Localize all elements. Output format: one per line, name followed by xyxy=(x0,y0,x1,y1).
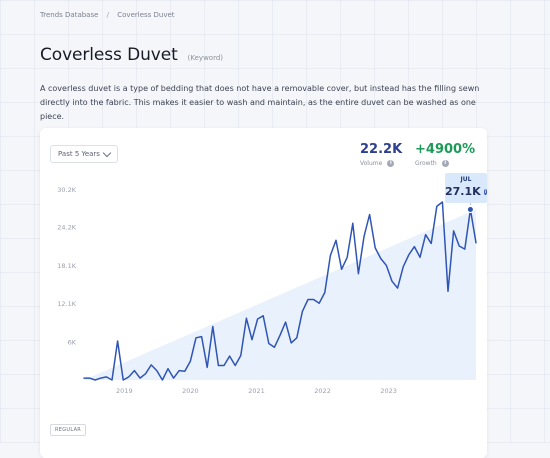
breadcrumb-root-link[interactable]: Trends Database xyxy=(40,11,99,19)
info-icon[interactable]: i xyxy=(441,160,449,167)
volume-metric: 22.2K Volume i xyxy=(360,142,402,167)
y-tick-label: 6K xyxy=(68,338,77,346)
tooltip-month: JUL xyxy=(460,176,472,183)
breadcrumb-current: Coverless Duvet xyxy=(117,11,175,19)
y-tick-label: 30.2K xyxy=(57,186,76,194)
volume-value: 22.2K xyxy=(360,142,403,157)
info-icon[interactable]: i xyxy=(483,188,487,195)
trend-line-chart: 30.2K 24.2K 18.1K 12.1K 6K 2019 2020 2021 2022 20… xyxy=(57,186,477,395)
chart-type-badge[interactable]: REGULAR xyxy=(50,424,87,436)
x-tick-label: 2021 xyxy=(248,387,265,395)
breadcrumb: Trends Database / Coverless Duvet xyxy=(40,11,175,19)
period-dropdown[interactable]: Past 5 Years xyxy=(50,145,118,163)
y-tick-label: 18.1K xyxy=(57,262,76,270)
y-tick-label: 24.2K xyxy=(57,224,76,232)
series-line xyxy=(83,201,477,381)
x-tick-label: 2022 xyxy=(314,387,331,395)
x-tick-label: 2023 xyxy=(380,387,397,395)
trend-chart-card: Past 5 Years 22.2K Volume i +4900% Growt… xyxy=(40,128,487,458)
growth-value: +4900% xyxy=(415,142,476,157)
chart-tooltip: JUL 27.1K i xyxy=(445,173,487,203)
x-tick-label: 2020 xyxy=(182,387,199,395)
breadcrumb-separator: / xyxy=(106,11,110,19)
page-title: Coverless Duvet xyxy=(40,45,178,65)
keyword-tag: (Keyword) xyxy=(187,54,223,62)
highlight-point-marker xyxy=(466,206,474,214)
trend-area xyxy=(84,209,476,380)
volume-label: Volume xyxy=(360,160,383,167)
volume-subline: Volume i xyxy=(360,160,402,167)
y-tick-label: 12.1K xyxy=(57,300,76,308)
growth-metric: +4900% Growth i xyxy=(415,142,475,167)
info-icon[interactable]: i xyxy=(387,160,395,167)
growth-label: Growth xyxy=(415,160,437,167)
x-tick-label: 2019 xyxy=(116,387,133,395)
tooltip-value: 27.1K xyxy=(445,185,481,198)
period-dropdown-value: Past 5 Years xyxy=(58,150,100,158)
growth-subline: Growth i xyxy=(415,160,475,167)
tooltip-value-row: 27.1K i xyxy=(445,185,487,198)
title-row: Coverless Duvet (Keyword) xyxy=(40,45,223,65)
page-description: A coverless duvet is a type of bedding t… xyxy=(40,84,480,121)
